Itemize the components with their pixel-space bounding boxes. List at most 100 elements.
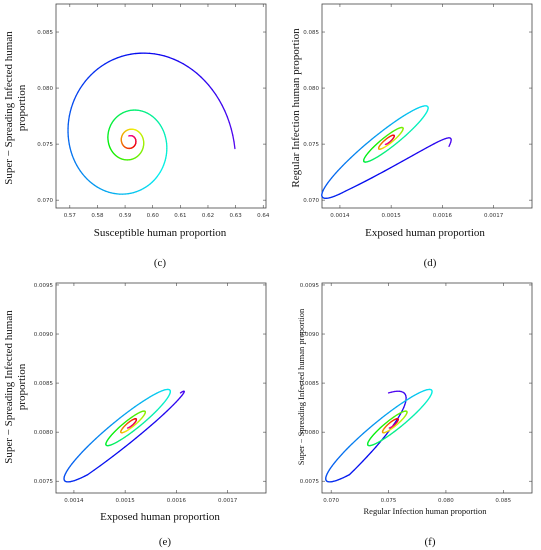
y-tick-label: 0.070 (303, 198, 319, 204)
panel-label: (f) (425, 536, 436, 548)
trajectory-segment (221, 104, 226, 112)
y-tick-label: 0.0095 (34, 283, 54, 289)
trajectory-segment (365, 427, 371, 432)
trajectory-segment (75, 91, 79, 97)
trajectory-segment (110, 422, 115, 427)
trajectory-segment (370, 446, 377, 453)
trajectory-segment (81, 80, 86, 86)
trajectory-segment (125, 53, 132, 56)
trajectory-segment (67, 139, 70, 145)
trajectory-segment (233, 141, 236, 150)
trajectory-segment (355, 149, 361, 154)
x-tick-label: 0.070 (323, 498, 339, 504)
trajectory-segment (84, 77, 89, 82)
y-axis-label-line: Super − Spreading Infected human proport… (296, 308, 306, 465)
x-tick-label: 0.0014 (64, 498, 84, 504)
trajectory-segment (218, 99, 223, 106)
trajectory-segment (106, 455, 114, 462)
trajectory-segment (116, 417, 121, 421)
trajectory-segment (101, 429, 106, 434)
trajectory-segment (163, 55, 170, 59)
x-tick-label: 0.63 (229, 213, 242, 219)
panel-label: (e) (159, 536, 172, 548)
trajectory-segment (121, 54, 127, 58)
y-axis-label: Regular Infection human proportion (290, 28, 302, 188)
trajectory-segment (421, 147, 428, 151)
x-tick-label: 0.0016 (167, 498, 187, 504)
trajectory-segment (368, 424, 374, 429)
trajectory-segment (140, 428, 147, 435)
trajectory-segment (378, 417, 383, 421)
y-axis-label: Super − Spreading Infected human proporti… (3, 31, 28, 185)
trajectory-segment (100, 63, 106, 67)
trajectory-segment (204, 80, 210, 86)
y-axis-label-line: Super − Spreading Infected human (3, 310, 15, 464)
trajectory-segment (104, 60, 110, 65)
trajectory-segment (159, 413, 165, 419)
x-tick-label: 0.57 (64, 213, 77, 219)
trajectory-segment (129, 437, 137, 444)
panel-c: 0.57 0.58 0.59 0.60 0.61 0.62 0.63 0.64 0.070 0.0… (3, 3, 270, 269)
trajectory-segment (116, 55, 123, 59)
trajectory-segment (177, 60, 184, 65)
trajectory-segment (97, 65, 102, 70)
y-tick-label: 0.070 (37, 198, 53, 204)
trajectory-segment (191, 69, 198, 74)
trajectory-segment (104, 427, 109, 432)
trajectory-segment (357, 460, 364, 467)
trajectory-segment (377, 170, 386, 176)
trajectory-segment (98, 432, 103, 437)
trajectory-segment (353, 464, 360, 471)
trajectory-segment (92, 437, 97, 442)
trajectory-segment (90, 71, 95, 76)
trajectory-segment (425, 145, 432, 149)
trajectory-segment (112, 451, 120, 458)
panel-label: (d) (424, 257, 437, 269)
y-axis-label: Super − Spreading Infected human proporti… (3, 310, 28, 464)
trajectory-segment (353, 151, 358, 156)
trajectory-segment (371, 422, 377, 427)
y-tick-label: 0.085 (37, 30, 53, 36)
trajectory-line (321, 105, 452, 199)
trajectory-segment (154, 417, 161, 423)
trajectory-segment (407, 154, 414, 159)
y-axis-label-line: Super − Spreading Infected human (3, 31, 15, 185)
x-tick-label: 0.0015 (382, 213, 402, 219)
trajectory-segment (99, 460, 108, 467)
x-tick-label: 0.0016 (433, 213, 453, 219)
trajectory-segment (364, 141, 370, 146)
trajectory-segment (364, 177, 373, 182)
y-tick-label: 0.075 (303, 142, 319, 148)
trajectory-segment (108, 58, 114, 63)
y-axis-label: Super − Spreading Infected human proport… (296, 308, 306, 465)
trajectory-segment (68, 115, 70, 121)
trajectory-segment (371, 136, 376, 140)
trajectory-segment (412, 152, 419, 157)
y-tick-label: 0.0080 (34, 430, 54, 436)
x-axis-label: Exposed human proportion (365, 227, 485, 239)
trajectory-segment (208, 84, 214, 91)
trajectory-segment (395, 160, 403, 166)
plot-frame (321, 3, 533, 209)
trajectory-segment (374, 133, 379, 138)
trajectory-segment (348, 469, 355, 476)
trajectory-segment (368, 138, 373, 143)
x-tick-label: 0.0017 (218, 498, 238, 504)
trajectory-segment (344, 187, 353, 192)
y-tick-label: 0.0075 (300, 479, 320, 485)
trajectory-segment (226, 115, 231, 124)
x-tick-label: 0.60 (147, 213, 160, 219)
trajectory-segment (401, 157, 409, 162)
trajectory-segment (232, 134, 235, 143)
trajectory-segment (195, 72, 202, 78)
trajectory-segment (113, 419, 118, 424)
trajectory-segment (351, 183, 360, 189)
trajectory-segment (350, 154, 355, 159)
trajectory-segment (359, 432, 365, 437)
x-tick-label: 0.085 (495, 498, 511, 504)
trajectory-segment (124, 441, 132, 448)
plot-frame (55, 282, 267, 494)
y-axis-label-line: Regular Infection human proportion (290, 28, 302, 188)
trajectory-segment (362, 455, 369, 462)
